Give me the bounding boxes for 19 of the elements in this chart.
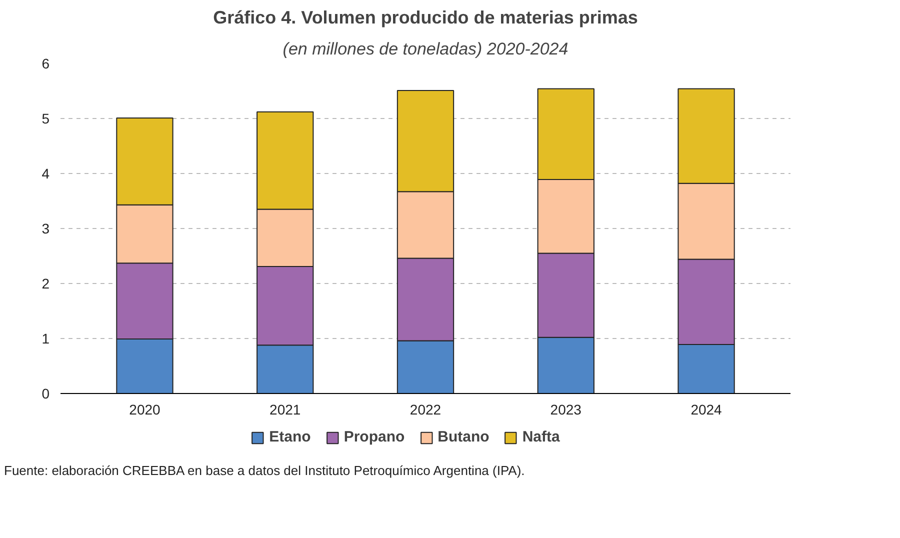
legend-label: Butano — [438, 428, 490, 446]
legend-label: Nafta — [522, 428, 560, 446]
y-tick-label: 4 — [42, 166, 50, 182]
y-tick-label: 1 — [42, 330, 50, 346]
y-tick-label: 3 — [42, 220, 50, 236]
chart-subtitle: (en millones de toneladas) 2020-2024 — [282, 40, 568, 58]
legend-label: Propano — [344, 428, 405, 446]
x-tick-label: 2021 — [270, 402, 301, 418]
source-note: Fuente: elaboración CREEBBA en base a datos del Instituto Petroquímico Argentina (IPA). — [4, 462, 525, 480]
y-tick-label: 2 — [42, 276, 50, 292]
x-tick-label: 2023 — [550, 402, 582, 418]
y-tick-label: 0 — [42, 386, 50, 402]
x-tick-label: 2024 — [690, 402, 722, 418]
y-tick-label: 6 — [42, 56, 50, 72]
chart-title: Gráfico 4. Volumen producido de materias primas — [213, 8, 638, 28]
x-tick-label: 2020 — [129, 402, 161, 418]
legend-label: Etano — [269, 428, 311, 446]
x-tick-label: 2022 — [410, 402, 442, 418]
y-tick-label: 5 — [42, 110, 50, 126]
